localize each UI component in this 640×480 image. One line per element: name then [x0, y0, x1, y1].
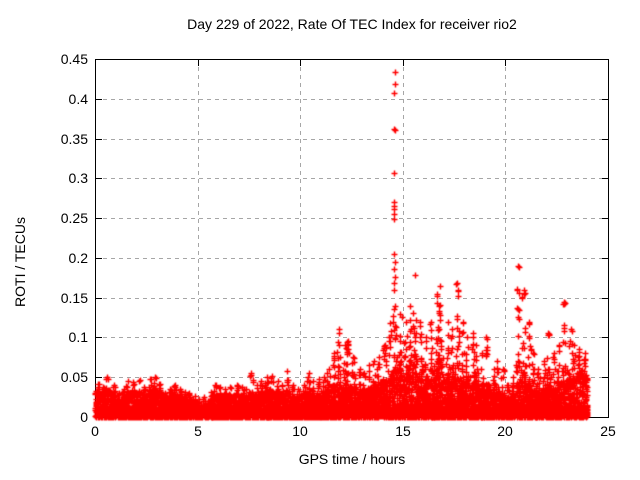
x-tick-label-5: 5	[194, 423, 202, 439]
y-tick-label-0.15: 0.15	[60, 290, 88, 306]
x-tick-label-15: 15	[395, 423, 411, 439]
y-tick-label-0.1: 0.1	[68, 329, 88, 345]
y-tick-label-0: 0	[80, 409, 88, 425]
y-tick-label-0.25: 0.25	[60, 210, 88, 226]
x-tick-label-20: 20	[497, 423, 513, 439]
y-tick-label-0.3: 0.3	[68, 170, 88, 186]
x-tick-label-0: 0	[91, 423, 99, 439]
y-tick-label-0.35: 0.35	[60, 131, 88, 147]
y-tick-label-0.05: 0.05	[60, 369, 88, 385]
x-tick-label-10: 10	[292, 423, 308, 439]
y-tick-label-0.4: 0.4	[68, 91, 88, 107]
y-tick-label-0.2: 0.2	[68, 250, 88, 266]
x-tick-label-25: 25	[600, 423, 616, 439]
y-tick-label-0.45: 0.45	[60, 51, 88, 67]
